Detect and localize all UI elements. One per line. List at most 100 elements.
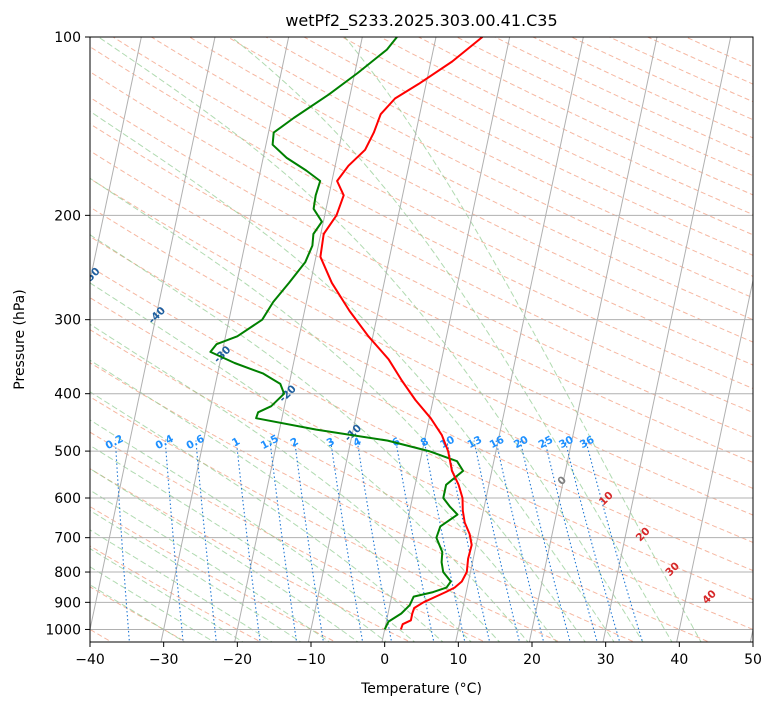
dry-adiabat [684,37,753,68]
mixing-ratio-line [395,440,435,642]
x-tick-label: −20 [223,652,253,668]
moist-adiabat [231,37,673,642]
y-tick-label: 800 [54,565,81,581]
profile-layer [209,37,484,630]
y-tick-label: 600 [54,491,81,507]
mixing-ratio-line [473,440,521,642]
mixing-ratio-label: 1.5 [259,433,281,452]
isotherm-line [234,37,363,642]
isotherm-line [381,37,511,642]
dry-adiabat-label: -40 [146,305,168,327]
x-tick-label: 30 [597,652,615,668]
y-tick-label: 700 [54,531,81,547]
mixing-ratio-line [330,440,364,642]
mixing-ratio-line [356,440,393,642]
mixing-ratio-line [114,440,130,642]
grid-layer [0,10,753,654]
dry-adiabat [90,396,561,642]
isotherm-line [160,37,290,642]
mixing-ratio-line [495,440,545,642]
dry-adiabat [90,96,753,438]
y-tick-label: 400 [54,387,81,403]
dry-adiabat [302,37,753,256]
dry-adiabat [226,37,753,299]
moist-adiabat [90,489,331,642]
dry-adiabat [90,297,753,630]
mixing-ratio-label: 16 [488,434,507,451]
x-axis-label: Temperature (°C) [360,681,482,697]
moist-adiabat [90,419,416,642]
dry-adiabat [417,37,753,196]
y-tick-label: 300 [54,313,81,329]
dry-adiabat [188,37,753,321]
isotherm-line [528,37,658,642]
mixing-ratio-line [294,440,324,642]
moist-adiabat [90,529,273,642]
x-tick-label: −40 [75,652,105,668]
moist-adiabat [90,177,586,642]
isotherm-line [676,277,753,642]
mixing-ratio-line [269,440,298,642]
moist-adiabat-label: 40 [700,588,719,607]
x-tick-label: 50 [744,652,762,668]
dry-adiabat [90,71,753,414]
moist-adiabat-label: 10 [597,489,616,508]
moist-adiabat [90,323,501,642]
isotherm-line [602,37,732,642]
dry-adiabat [90,266,753,601]
isotherm-line [455,37,584,642]
y-axis-label: Pressure (hPa) [12,289,28,389]
mixing-ratio-line [519,440,571,642]
plot-frame [89,36,754,643]
x-tick-label: −30 [149,652,179,668]
mixing-ratio-label: 13 [466,434,485,451]
x-tick-label: 20 [523,652,541,668]
dry-adiabat [90,505,337,642]
dry-adiabat [90,362,636,642]
dry-adiabat [112,37,753,366]
mixing-ratio-line [564,440,621,642]
mixing-ratio-label: 20 [512,434,531,451]
annotation-layer: 0.10.20.40.611.52346810131620253036-100-… [15,226,719,607]
dry-adiabat [90,235,753,572]
x-tick-label: −10 [296,652,326,668]
dry-adiabat [90,150,753,489]
mixing-ratio-label: 36 [578,434,597,451]
mixing-ratio-label: 3 [325,435,337,449]
moist-adiabat [90,509,302,642]
x-tick-label: 0 [380,652,389,668]
moist-adiabat [90,110,615,642]
mixing-ratio-line [164,440,184,642]
dry-adiabat [264,37,753,277]
dry-adiabat-label: -60 [15,226,37,248]
mixing-ratio-line [423,440,466,642]
x-tick-label: 10 [449,652,467,668]
moist-adiabat [90,566,215,642]
mixing-ratio-line [195,440,217,642]
y-tick-label: 1000 [45,622,81,638]
y-tick-label: 900 [54,595,81,611]
moist-adiabat [344,37,702,642]
temperature-profile-line [319,37,484,630]
dry-adiabat-label: -50 [81,265,103,287]
isotherm-line [90,37,142,283]
moist-adiabat [90,444,388,642]
dry-adiabat [90,329,711,642]
mixing-ratio-line [446,440,491,642]
y-tick-label: 200 [54,208,81,224]
y-tick-label: 100 [54,30,81,46]
moist-adiabat [90,548,244,642]
moist-adiabat-label: 30 [663,560,682,579]
isotherm-line [90,37,216,632]
isotherm-line [749,627,753,642]
mixing-ratio-label: 1 [230,435,242,449]
dry-adiabat [646,37,753,85]
chart-title: wetPf2_S233.2025.303.00.41.C35 [285,11,557,31]
mixing-ratio-label: 0.6 [184,433,206,452]
isotherm-line [0,10,73,654]
moist-adiabat-label: 0 [555,474,569,488]
dry-adiabat [608,37,753,103]
dry-adiabat [90,206,753,543]
moist-adiabat [90,584,186,642]
x-tick-label: 40 [670,652,688,668]
